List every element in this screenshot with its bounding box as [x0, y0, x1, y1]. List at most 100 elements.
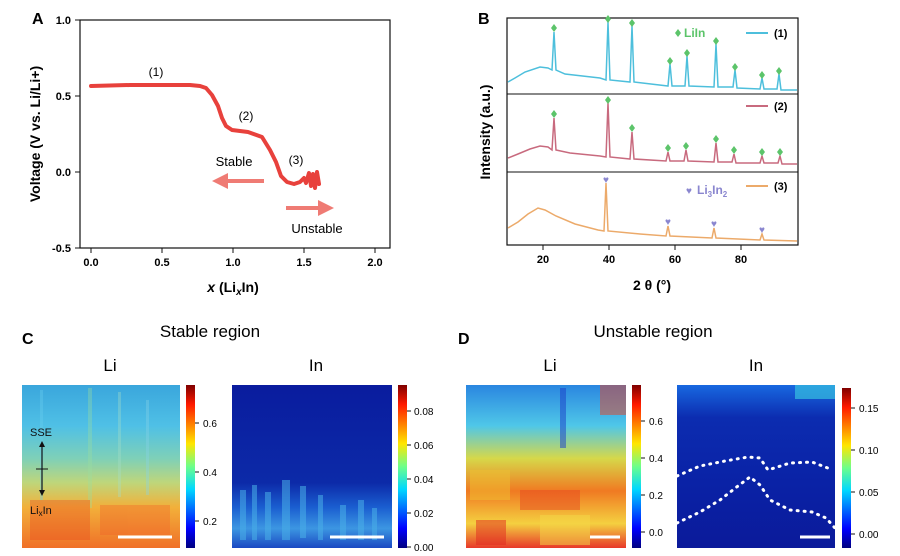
- a-ytick: 1.0: [56, 15, 71, 27]
- d-li-colorbar-ticks: [641, 420, 645, 533]
- legend-series-2-label: (2): [774, 101, 788, 113]
- a-xtick: 0.5: [154, 257, 169, 269]
- panel-b-tick-marks: [542, 245, 742, 250]
- annotation-2: (2): [239, 109, 254, 123]
- cbar-tick: 0.6: [203, 419, 217, 430]
- cbar-tick: 0.2: [649, 491, 663, 502]
- unstable-arrow: [286, 200, 334, 216]
- d-in-colorbar-ticks: [851, 407, 855, 535]
- panel-d-li-title: Li: [543, 356, 556, 375]
- panel-a: A 0.0 0.5 1.0 1.5 2.0 -0.5 0.0 0.5 1.0 V…: [27, 11, 391, 298]
- xrd-trace-3: [507, 182, 798, 242]
- panel-b-label: B: [478, 11, 490, 28]
- c-in-colorbar: [398, 385, 407, 548]
- c-li-map: [22, 385, 180, 548]
- liin-markers: [551, 15, 783, 156]
- legend-series-3: (3): [746, 181, 788, 193]
- a-xtick: 0.0: [83, 257, 98, 269]
- panel-c: C Stable region Li In SSE LixIn 0.6 0.4 …: [22, 322, 434, 554]
- d-li-colorbar: [632, 385, 641, 548]
- panel-a-tick-marks: [75, 19, 376, 253]
- cbar-tick: 0.02: [414, 509, 434, 520]
- panel-b: B 20 40 60 80 2 θ (°) Intensity (a.u.): [477, 11, 799, 293]
- cbar-tick: 0.6: [649, 417, 663, 428]
- panel-d-label: D: [458, 331, 470, 348]
- xrd-trace-2: [507, 102, 797, 165]
- liin-label: LixIn: [30, 505, 52, 518]
- c-li-map-texture: [30, 388, 170, 540]
- cbar-tick: 0.05: [859, 488, 879, 499]
- legend-series-1: (1): [746, 28, 788, 40]
- panel-b-xticks: 20 40 60 80: [537, 254, 747, 266]
- unstable-label: Unstable: [291, 221, 342, 236]
- d-li-map-texture: [470, 385, 626, 545]
- panel-d: D Unstable region Li In 0.6 0.4 0.2 0.0: [458, 322, 879, 548]
- cbar-tick: 0.10: [859, 446, 879, 457]
- legend-liin-label: LiIn: [684, 26, 705, 40]
- d-in-map: [677, 385, 835, 548]
- cbar-tick: 0.00: [414, 543, 434, 554]
- legend-series-2: (2): [746, 101, 788, 113]
- panel-a-yticks: -0.5 0.0 0.5 1.0: [52, 15, 71, 255]
- d-li-colorbar-labels: 0.6 0.4 0.2 0.0: [649, 417, 663, 539]
- c-in-colorbar-ticks: [407, 410, 411, 548]
- panel-d-title: Unstable region: [593, 322, 712, 341]
- a-ytick: 0.5: [56, 91, 71, 103]
- lower-boundary-dots: [675, 475, 837, 530]
- cbar-tick: 0.4: [649, 454, 663, 465]
- panel-c-li-title: Li: [103, 356, 116, 375]
- cbar-tick: 0.0: [649, 528, 663, 539]
- panel-a-label: A: [32, 11, 44, 28]
- panel-a-frame: [79, 19, 391, 249]
- a-xtick: 2.0: [367, 257, 382, 269]
- legend-li3in2-label: Li3In2: [697, 183, 728, 199]
- b-xtick: 60: [669, 254, 681, 266]
- a-ytick: 0.0: [56, 167, 71, 179]
- panel-c-label: C: [22, 331, 34, 348]
- c-li-colorbar-ticks: [195, 422, 199, 522]
- b-xtick: 80: [735, 254, 747, 266]
- panel-c-in-title: In: [309, 356, 323, 375]
- cbar-tick: 0.08: [414, 407, 434, 418]
- sse-label: SSE: [30, 427, 52, 439]
- c-li-colorbar-labels: 0.6 0.4 0.2: [203, 419, 217, 528]
- svg-text:♥: ♥: [665, 217, 671, 228]
- panel-b-ylabel: Intensity (a.u.): [477, 85, 493, 180]
- c-in-map-texture: [240, 480, 377, 540]
- c-in-map: [232, 385, 392, 548]
- c-in-colorbar-labels: 0.08 0.06 0.04 0.02 0.00: [414, 407, 434, 554]
- diamond-icon: [675, 29, 681, 37]
- d-in-colorbar: [842, 388, 851, 548]
- svg-text:♥: ♥: [711, 219, 717, 230]
- b-xtick: 20: [537, 254, 549, 266]
- voltage-curve: [89, 83, 321, 190]
- a-xtick: 1.5: [296, 257, 311, 269]
- cbar-tick: 0.04: [414, 475, 434, 486]
- panel-a-xlabel: x (LixIn): [206, 279, 258, 298]
- d-in-colorbar-labels: 0.15 0.10 0.05 0.00: [859, 404, 879, 541]
- legend-liin: LiIn: [675, 26, 705, 40]
- cbar-tick: 0.06: [414, 441, 434, 452]
- stable-label: Stable: [216, 154, 253, 169]
- legend-li3in2: ♥ Li3In2: [686, 183, 728, 199]
- a-ytick: -0.5: [52, 243, 71, 255]
- svg-text:♥: ♥: [759, 225, 765, 236]
- panel-d-in-title: In: [749, 356, 763, 375]
- annotation-1: (1): [149, 65, 164, 79]
- panel-c-title: Stable region: [160, 322, 260, 341]
- panel-b-frame: [506, 17, 799, 246]
- li3in2-markers: ♥ ♥ ♥ ♥: [603, 175, 765, 236]
- cbar-tick: 0.2: [203, 517, 217, 528]
- heart-icon: ♥: [686, 186, 692, 197]
- annotation-3: (3): [289, 153, 304, 167]
- svg-text:♥: ♥: [603, 175, 609, 186]
- stable-arrow: [212, 173, 264, 189]
- legend-series-3-label: (3): [774, 181, 788, 193]
- cbar-tick: 0.00: [859, 530, 879, 541]
- panel-a-xticks: 0.0 0.5 1.0 1.5 2.0: [83, 257, 382, 269]
- b-xtick: 40: [603, 254, 615, 266]
- d-in-map-hotspot: [795, 385, 835, 399]
- c-li-colorbar: [186, 385, 195, 548]
- upper-boundary-dots: [675, 455, 835, 478]
